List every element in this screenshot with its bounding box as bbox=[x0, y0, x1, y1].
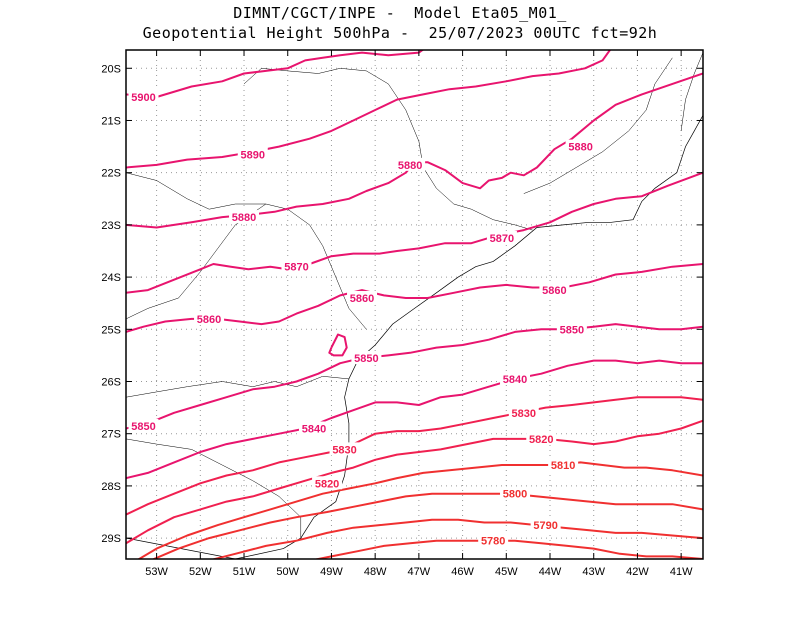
contour-labels: 5900 5890 5880 5880 5880 5870 5870 5860 5860 5860… bbox=[128, 89, 596, 548]
lon-tick-label: 46W bbox=[451, 566, 474, 578]
contour-5790 bbox=[210, 518, 703, 559]
coastline bbox=[126, 115, 703, 559]
lat-tick-label: 20S bbox=[101, 63, 121, 75]
contour-5900 bbox=[126, 50, 425, 98]
contour-label: 5860 bbox=[197, 314, 221, 326]
contour-label: 5850 bbox=[354, 353, 378, 365]
contour-label: 5900 bbox=[131, 92, 155, 104]
contour-5840 bbox=[126, 359, 703, 480]
lon-tick-label: 47W bbox=[408, 566, 431, 578]
contour-label-bg bbox=[486, 230, 517, 244]
contour-label: 5830 bbox=[512, 408, 536, 420]
contour-5890 bbox=[126, 50, 612, 169]
contour-label: 5870 bbox=[284, 262, 308, 274]
contour-label: 5820 bbox=[529, 434, 553, 446]
contour-5810 bbox=[137, 461, 703, 559]
contour-label-bg bbox=[194, 311, 225, 325]
lat-tick-label: 23S bbox=[101, 220, 121, 232]
lon-tick-label: 48W bbox=[364, 566, 387, 578]
lon-tick-label: 49W bbox=[320, 566, 343, 578]
lat-tick-label: 28S bbox=[101, 481, 121, 493]
contour-label-bg bbox=[281, 259, 312, 273]
contour-label-bg bbox=[229, 210, 260, 224]
lat-tick-label: 24S bbox=[101, 272, 121, 284]
lat-tick-label: 27S bbox=[101, 429, 121, 441]
contour-label-bg bbox=[395, 157, 426, 171]
lon-tick-label: 43W bbox=[582, 566, 605, 578]
contour-label-bg bbox=[478, 533, 509, 547]
lon-tick-label: 44W bbox=[539, 566, 562, 578]
contour-label: 5850 bbox=[131, 421, 155, 433]
contour-5830 bbox=[126, 396, 703, 516]
contour-label-bg bbox=[312, 476, 343, 490]
contour-label-bg bbox=[298, 421, 329, 435]
map-frame bbox=[125, 49, 704, 560]
contour-5800 bbox=[151, 492, 703, 559]
lat-tick-label: 29S bbox=[101, 533, 121, 545]
contour-5880 bbox=[126, 72, 703, 229]
contour-5850 bbox=[126, 323, 703, 430]
contour-label-bg bbox=[548, 458, 579, 472]
contour-label: 5830 bbox=[332, 444, 356, 456]
contour-label-bg bbox=[539, 283, 570, 297]
contour-label: 5880 bbox=[398, 160, 422, 172]
state-border bbox=[126, 172, 266, 210]
contour-label-bg bbox=[530, 518, 561, 532]
geography-lines bbox=[126, 52, 703, 559]
lat-tick-label: 21S bbox=[101, 115, 121, 127]
lon-tick-label: 50W bbox=[276, 566, 299, 578]
state-border bbox=[680, 52, 703, 131]
contour-label: 5890 bbox=[241, 149, 265, 161]
contour-label: 5880 bbox=[232, 212, 256, 224]
contour-5870 bbox=[126, 171, 703, 294]
lat-tick-label: 25S bbox=[101, 324, 121, 336]
lon-tick-label: 42W bbox=[626, 566, 649, 578]
contour-label-bg bbox=[500, 486, 531, 500]
contour-label: 5810 bbox=[551, 460, 575, 472]
title-line-2: Geopotential Height 500hPa - 25/07/2023 … bbox=[142, 24, 658, 42]
contour-label-bg bbox=[329, 442, 360, 456]
lat-tick-label: 26S bbox=[101, 377, 121, 389]
grid-lines bbox=[126, 50, 703, 559]
contour-label-bg bbox=[351, 351, 382, 365]
contour-label-bg bbox=[237, 147, 268, 161]
contour-5820 bbox=[126, 419, 703, 545]
contour-label: 5840 bbox=[503, 374, 527, 386]
state-border bbox=[523, 57, 673, 194]
title-line-1: DIMNT/CGCT/INPE - Model Eta05_M01_ bbox=[233, 4, 567, 22]
contour-label: 5820 bbox=[315, 478, 339, 490]
contour-label: 5780 bbox=[481, 536, 505, 548]
contour-label-bg bbox=[565, 139, 596, 153]
state-border bbox=[126, 376, 349, 398]
contour-label: 5870 bbox=[490, 233, 514, 245]
lon-tick-label: 53W bbox=[145, 566, 168, 578]
lon-tick-label: 45W bbox=[495, 566, 518, 578]
axis-ticks: 53W 52W 51W 50W 49W 48W 47W 46W 45W 44W 43W 42W 41W 2… bbox=[101, 50, 703, 578]
contour-label: 5790 bbox=[533, 520, 557, 532]
contour-label-bg bbox=[556, 322, 587, 336]
lat-tick-label: 22S bbox=[101, 168, 121, 180]
contour-5860 bbox=[328, 333, 348, 357]
state-border bbox=[243, 68, 533, 231]
contour-label: 5880 bbox=[568, 142, 592, 154]
lon-tick-label: 41W bbox=[670, 566, 693, 578]
state-border bbox=[126, 203, 367, 330]
contour-label-bg bbox=[508, 405, 539, 419]
contour-label-bg bbox=[500, 371, 531, 385]
lon-tick-label: 52W bbox=[189, 566, 212, 578]
state-border bbox=[126, 438, 302, 539]
contour-lines bbox=[126, 50, 703, 559]
contour-label: 5860 bbox=[542, 285, 566, 297]
contour-label-bg bbox=[128, 89, 159, 103]
contour-label-bg bbox=[526, 431, 557, 445]
contour-label: 5800 bbox=[503, 489, 527, 501]
contour-label: 5850 bbox=[560, 324, 584, 336]
contour-label: 5860 bbox=[350, 293, 374, 305]
lon-tick-label: 51W bbox=[233, 566, 256, 578]
contour-label-bg bbox=[347, 290, 378, 304]
contour-label-bg bbox=[128, 418, 159, 432]
contour-label: 5840 bbox=[302, 423, 326, 435]
